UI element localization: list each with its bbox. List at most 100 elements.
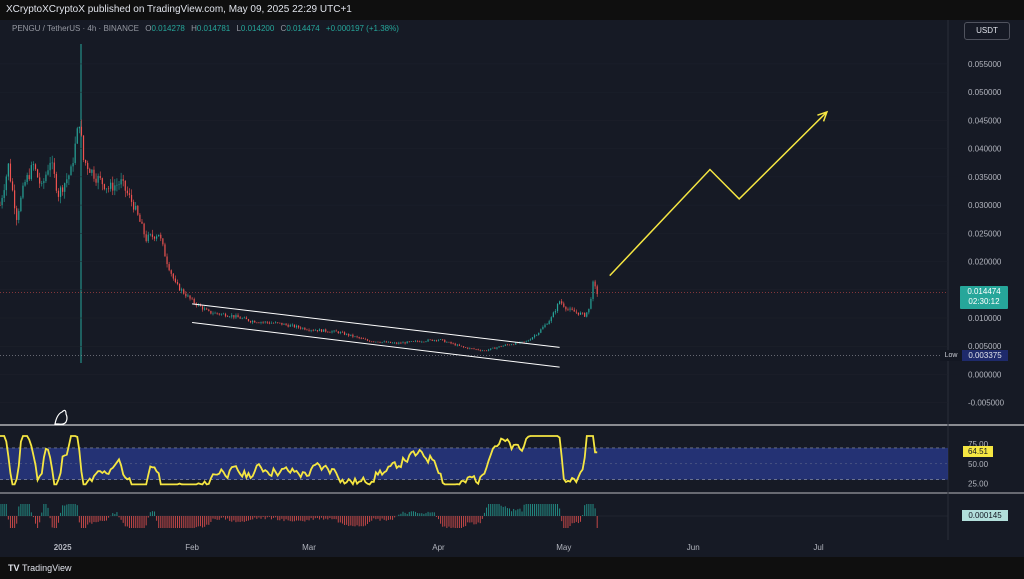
symbol-name[interactable]: PENGU / TetherUS · 4h · BINANCE [12,24,139,33]
macd-bar [277,516,279,521]
tradingview-logo-icon[interactable]: TV [8,563,20,573]
candle-body [222,313,225,315]
macd-bar [419,513,421,516]
macd-bar [197,516,199,527]
macd-bar [348,516,350,527]
y-tick-label: -0.005000 [968,399,1005,408]
candle-body [592,281,594,299]
macd-bar [379,516,381,521]
rsi-line[interactable] [0,435,598,486]
candle-body [20,197,22,212]
candle-body [596,286,598,294]
macd-bar [400,513,402,516]
macd-bar [536,504,538,516]
macd-bar [273,516,275,518]
macd-bar [483,512,485,516]
macd-bar [204,516,206,527]
macd-bar [540,504,542,516]
macd-bar [258,516,260,518]
candle-body [362,338,364,339]
candle-body [201,306,204,310]
macd-bar [126,516,128,527]
macd-bar [300,516,302,521]
macd-bar [250,516,252,520]
macd-bar [584,505,586,516]
candle-body [504,344,506,346]
candle-body [3,190,5,198]
candle-body [544,324,546,328]
macd-bar [233,516,235,521]
macd-bar [287,516,289,521]
macd-bar [53,516,55,528]
macd-bar [415,511,417,516]
macd-bar [143,516,145,528]
candle-body [256,322,258,324]
macd-bar [356,516,358,526]
macd-bar [534,504,536,516]
candle-body [110,182,112,189]
candle-body [421,341,423,343]
macd-bar [147,516,149,518]
macd-bar [76,505,78,516]
macd-bar [521,511,523,516]
candle-body [283,323,285,325]
footer-brand[interactable]: TradingView [22,563,72,573]
macd-bar [475,516,477,525]
macd-bar [95,516,97,523]
macd-bar [101,516,103,521]
macd-bar [575,516,577,522]
candle-body [467,347,469,349]
candle-body [394,342,396,344]
chart-canvas[interactable]: 0.055000 0.050000 0.045000 0.040000 0.035000… [0,0,1024,557]
macd-bar [473,516,475,525]
candle-body [366,339,369,341]
candle-body [508,344,511,346]
macd-histogram[interactable] [0,504,598,528]
candle-body [352,334,354,337]
macd-bar [185,516,187,528]
macd-bar [561,516,563,522]
candle-body [423,341,425,343]
candle-body [145,234,147,242]
candle-series[interactable] [0,119,598,352]
candle-body [496,347,498,349]
macd-bar [245,516,247,522]
candle-body [72,162,74,167]
macd-bar [210,516,212,522]
macd-bar [0,504,1,516]
candle-body [227,316,229,318]
macd-bar [552,504,554,516]
macd-bar [440,516,442,524]
symbol-legend: PENGU / TetherUS · 4h · BINANCE O0.01427… [12,24,399,33]
candle-body [567,309,569,310]
projection-path[interactable] [609,111,828,277]
macd-bar [594,508,596,516]
macd-bar [124,516,126,527]
macd-bar [554,504,556,516]
macd-bar [515,510,517,516]
macd-bar [329,516,331,519]
candle-body [95,178,97,183]
macd-bar [567,516,569,528]
macd-bar [39,516,41,523]
candle-body [341,332,344,333]
y-tick-label: 0.020000 [968,258,1002,267]
macd-bar [128,516,130,528]
candle-body [133,201,135,210]
candle-body [22,185,24,198]
macd-bar [389,516,391,520]
channel-lower-line[interactable] [192,322,560,368]
candle-body [492,347,494,349]
channel-upper-line[interactable] [192,303,560,348]
projection-arrow[interactable] [609,110,829,277]
macd-bar [293,516,295,522]
candle-body [571,308,573,310]
descending-channel[interactable] [192,303,560,368]
macd-bar [20,504,22,516]
macd-bar [118,516,120,518]
macd-bar [237,516,239,522]
candle-body [389,341,392,343]
candle-body [506,344,509,346]
candle-body [128,193,131,195]
currency-button[interactable]: USDT [964,22,1010,40]
